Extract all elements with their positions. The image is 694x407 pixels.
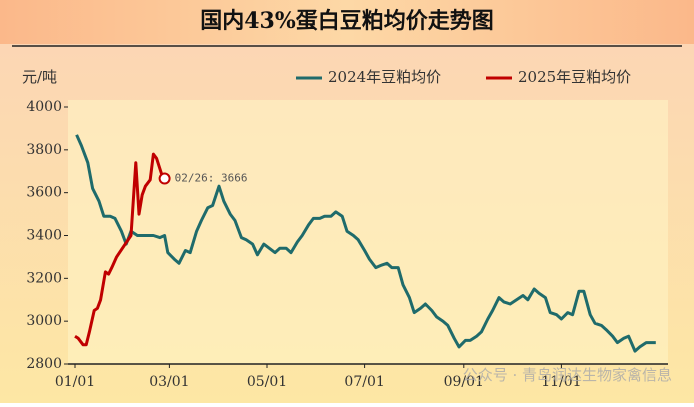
x-tick-label: 05/01 bbox=[247, 374, 287, 390]
y-tick-label: 4000 bbox=[26, 99, 62, 115]
plot-area bbox=[68, 100, 668, 364]
y-tick-label: 2800 bbox=[26, 356, 62, 372]
y-axis-label: 元/吨 bbox=[22, 68, 57, 86]
x-tick-label: 07/01 bbox=[344, 374, 384, 390]
watermark: 公众号 · 青岛润达生物家禽信息 bbox=[463, 366, 672, 384]
x-tick-label: 01/01 bbox=[55, 374, 95, 390]
series-line bbox=[74, 152, 166, 347]
x-tick-label: 09/01 bbox=[444, 374, 484, 390]
y-tick-label: 3600 bbox=[26, 185, 62, 201]
legend-label: 2025年豆粕均价 bbox=[518, 68, 631, 86]
y-tick-label: 3800 bbox=[26, 142, 62, 158]
annotation: 02/26: 3666 bbox=[175, 172, 248, 185]
x-tick-label: 11/01 bbox=[541, 374, 581, 390]
series-line bbox=[75, 134, 656, 353]
x-tick-label: 03/01 bbox=[149, 374, 189, 390]
chart-title: 国内43%蛋白豆粕均价走势图 bbox=[200, 8, 494, 34]
y-tick-label: 3000 bbox=[26, 313, 62, 329]
y-tick-label: 3200 bbox=[26, 270, 62, 286]
y-tick-label: 3400 bbox=[26, 228, 62, 244]
legend-label: 2024年豆粕均价 bbox=[328, 68, 441, 86]
header bbox=[0, 0, 694, 44]
annotation-marker bbox=[158, 172, 171, 185]
